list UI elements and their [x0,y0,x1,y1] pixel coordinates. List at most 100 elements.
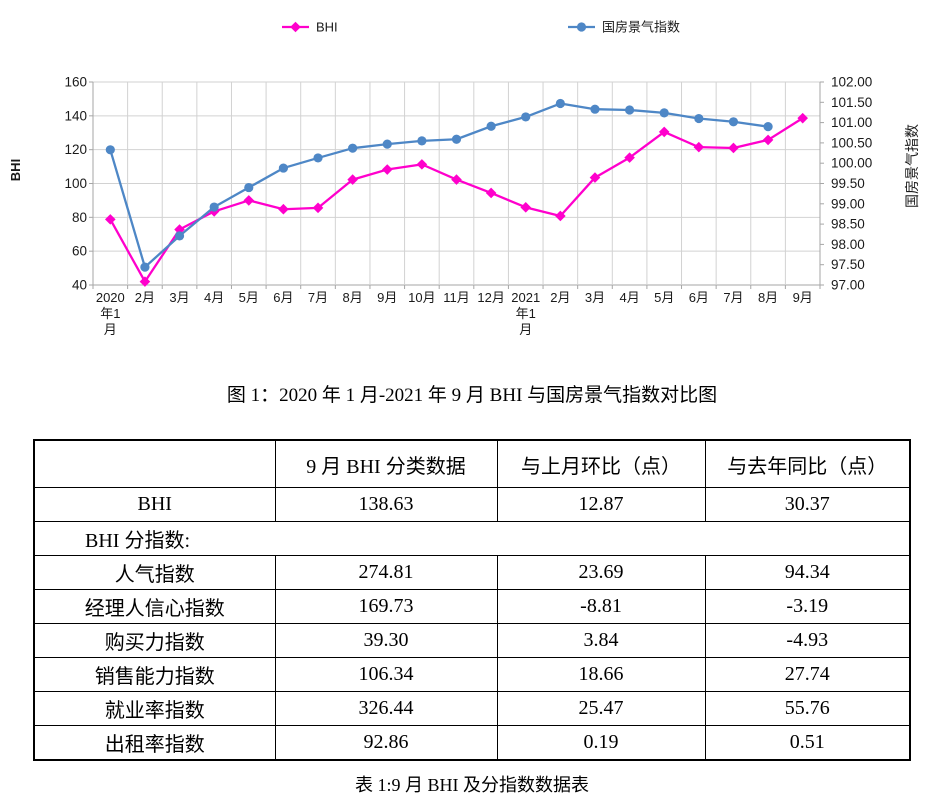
table-row: BHI 分指数: [33,521,911,556]
chart-legend: BHI 国房景气指数 [282,20,680,35]
cell-value: 55.76 [704,691,911,726]
svg-text:4月: 4月 [204,290,224,305]
svg-text:5月: 5月 [239,290,259,305]
cell-value: 27.74 [704,657,911,692]
table-header-cell [33,439,276,488]
svg-text:12月: 12月 [477,290,504,305]
svg-text:99.00: 99.00 [831,196,865,211]
svg-text:月: 月 [104,322,117,337]
svg-text:100.00: 100.00 [831,156,872,171]
svg-text:11月: 11月 [443,290,470,305]
cell-value: 92.86 [274,725,498,761]
row-label: 经理人信心指数 [33,589,276,624]
table-row: 人气指数 274.81 23.69 94.34 [33,555,911,590]
table-header-row: 9 月 BHI 分类数据 与上月环比（点） 与去年同比（点） [33,439,911,488]
svg-text:2021: 2021 [511,290,540,305]
series-climate [105,98,773,272]
svg-text:100: 100 [64,176,87,191]
cell-value: 25.47 [496,691,706,726]
table-row: 经理人信心指数 169.73 -8.81 -3.19 [33,589,911,624]
svg-text:9月: 9月 [793,290,813,305]
row-label: 销售能力指数 [33,657,276,692]
cell-value: 0.19 [496,725,706,761]
svg-text:2月: 2月 [135,290,155,305]
table-row: BHI 138.63 12.87 30.37 [33,487,911,522]
cell-value: -8.81 [496,589,706,624]
svg-text:160: 160 [64,75,87,90]
cell-value: 0.51 [704,725,911,761]
row-label: 出租率指数 [33,725,276,761]
table-header-cell: 9 月 BHI 分类数据 [274,439,498,488]
row-label: 人气指数 [33,555,276,590]
svg-text:97.00: 97.00 [831,278,865,293]
chart-gridlines [92,81,821,286]
svg-text:80: 80 [72,210,87,225]
cell-value: 326.44 [274,691,498,726]
svg-text:3月: 3月 [169,290,189,305]
cell-value: -4.93 [704,623,911,658]
row-label: BHI [33,487,276,522]
axis-ticks [89,81,824,289]
table-row: 就业率指数 326.44 25.47 55.76 [33,691,911,726]
cell-value: 18.66 [496,657,706,692]
svg-text:5月: 5月 [654,290,674,305]
svg-text:97.50: 97.50 [831,257,865,272]
row-label: 就业率指数 [33,691,276,726]
svg-text:7月: 7月 [308,290,328,305]
series-bhi [105,112,808,287]
svg-text:120: 120 [64,142,87,157]
svg-text:140: 140 [64,108,87,123]
cell-value: 12.87 [496,487,706,522]
cell-value: 94.34 [704,555,911,590]
cell-value: 39.30 [274,623,498,658]
svg-text:101.50: 101.50 [831,95,872,110]
svg-text:2020: 2020 [96,290,125,305]
table-section-label: BHI 分指数: [33,521,911,556]
svg-text:101.00: 101.00 [831,115,872,130]
row-label: 购买力指数 [33,623,276,658]
svg-text:4月: 4月 [619,290,639,305]
table-row: 购买力指数 39.30 3.84 -4.93 [33,623,911,658]
cell-value: -3.19 [704,589,911,624]
figure-caption: 图 1：2020 年 1 月-2021 年 9 月 BHI 与国房景气指数对比图 [226,385,718,406]
svg-text:3月: 3月 [585,290,605,305]
svg-text:年1: 年1 [516,306,536,321]
svg-text:年1: 年1 [100,306,120,321]
svg-text:98.50: 98.50 [831,217,865,232]
table-row: 销售能力指数 106.34 18.66 27.74 [33,657,911,692]
cell-value: 30.37 [704,487,911,522]
svg-text:9月: 9月 [377,290,397,305]
svg-text:10月: 10月 [408,290,435,305]
cell-value: 106.34 [274,657,498,692]
svg-text:8月: 8月 [758,290,778,305]
svg-text:国房景气指数: 国房景气指数 [602,20,680,35]
svg-text:月: 月 [519,322,532,337]
left-axis-title: BHI [8,159,23,181]
right-axis-tick-labels: 102.00 101.50 101.00 100.50 100.00 99.50 99.00… [831,75,872,293]
right-axis-title: 国房景气指数 [904,124,920,208]
cell-value: 169.73 [274,589,498,624]
svg-text:60: 60 [72,244,87,259]
svg-text:40: 40 [72,278,87,293]
table-caption: 表 1:9 月 BHI 及分指数数据表 [355,775,589,795]
svg-text:BHI: BHI [316,20,338,35]
svg-text:2月: 2月 [550,290,570,305]
svg-text:99.50: 99.50 [831,176,865,191]
svg-text:98.00: 98.00 [831,237,865,252]
cell-value: 3.84 [496,623,706,658]
cell-value: 23.69 [496,555,706,590]
svg-text:7月: 7月 [723,290,743,305]
cell-value: 274.81 [274,555,498,590]
svg-text:100.50: 100.50 [831,135,872,150]
table-row: 出租率指数 92.86 0.19 0.51 [33,725,911,761]
svg-text:6月: 6月 [689,290,709,305]
svg-text:6月: 6月 [273,290,293,305]
cell-value: 138.63 [274,487,498,522]
table-header-cell: 与上月环比（点） [496,439,706,488]
bhi-climate-line-chart: 160 140 120 100 80 60 40 102.00 101.50 101.00 100.… [8,20,920,338]
bhi-data-table: 9 月 BHI 分类数据 与上月环比（点） 与去年同比（点） BHI 138.63 12.… [33,439,911,761]
table-header-cell: 与去年同比（点） [704,439,911,488]
left-axis-tick-labels: 160 140 120 100 80 60 40 [64,75,87,293]
